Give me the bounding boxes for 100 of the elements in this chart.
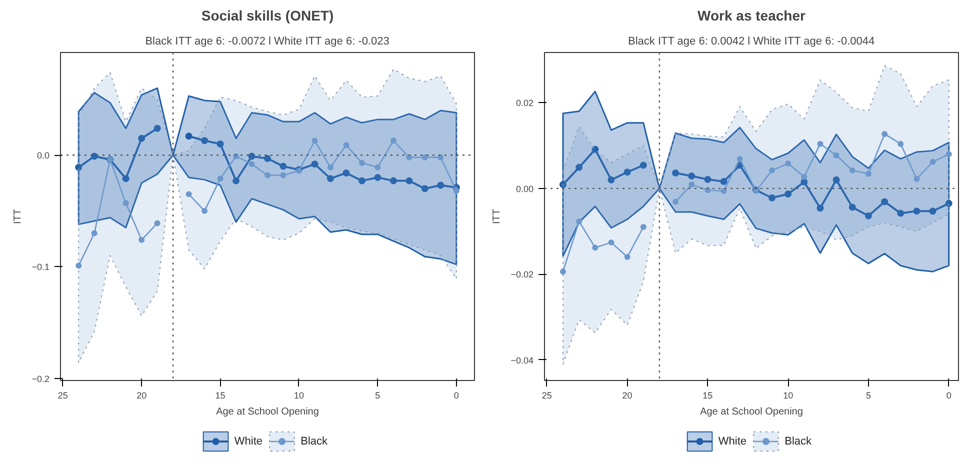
point bbox=[720, 188, 727, 194]
point bbox=[232, 177, 240, 184]
point bbox=[122, 175, 130, 182]
point bbox=[343, 142, 350, 148]
point bbox=[374, 164, 381, 170]
point bbox=[280, 162, 287, 170]
y-axis-title: ITT bbox=[12, 209, 24, 224]
point bbox=[90, 152, 98, 160]
point bbox=[898, 140, 904, 147]
x-tick-label: 20 bbox=[136, 390, 147, 400]
point bbox=[849, 167, 856, 174]
point bbox=[406, 177, 413, 184]
point bbox=[185, 132, 192, 140]
point bbox=[768, 194, 776, 202]
point bbox=[437, 182, 444, 189]
point bbox=[264, 154, 271, 162]
x-tick-label: 5 bbox=[866, 390, 871, 400]
point bbox=[592, 244, 598, 251]
y-tick-label: −0.1 bbox=[32, 262, 50, 272]
point bbox=[154, 124, 161, 132]
chart-title: Work as teacher bbox=[698, 8, 806, 24]
point bbox=[326, 175, 334, 182]
point bbox=[154, 220, 160, 226]
y-tick-label: 0.0 bbox=[36, 150, 50, 161]
point bbox=[75, 164, 82, 171]
point bbox=[592, 146, 599, 153]
x-tick-label: 25 bbox=[58, 390, 68, 400]
point bbox=[312, 138, 318, 144]
point bbox=[374, 174, 382, 181]
point bbox=[800, 178, 808, 186]
point bbox=[559, 181, 566, 188]
x-tick-label: 10 bbox=[783, 390, 794, 400]
y-tick-label: −0.04 bbox=[510, 355, 534, 366]
y-tick-label: −0.2 bbox=[32, 374, 50, 384]
point bbox=[736, 156, 743, 162]
x-axis-title: Age at School Opening bbox=[700, 406, 803, 418]
point bbox=[138, 134, 146, 142]
chart-subtitle: Black ITT age 6: -0.0072 l White ITT age 6: -0.023 bbox=[145, 36, 390, 48]
x-tick-label: 25 bbox=[542, 390, 552, 400]
point bbox=[453, 188, 460, 194]
point bbox=[390, 138, 396, 144]
point bbox=[704, 176, 712, 183]
point bbox=[438, 154, 444, 160]
point bbox=[624, 168, 631, 176]
point bbox=[358, 177, 366, 184]
point bbox=[720, 178, 728, 186]
point bbox=[122, 200, 129, 206]
point bbox=[865, 170, 872, 177]
point bbox=[76, 262, 82, 269]
point bbox=[672, 198, 679, 205]
legend-label: Black bbox=[300, 436, 328, 448]
point bbox=[406, 154, 412, 160]
legend-label: White bbox=[718, 436, 747, 448]
point bbox=[785, 160, 792, 167]
point bbox=[280, 172, 286, 178]
legend-label: Black bbox=[784, 436, 812, 448]
point bbox=[946, 151, 952, 158]
x-axis-title: Age at School Opening bbox=[216, 406, 319, 418]
y-axis-title: ITT bbox=[492, 209, 503, 224]
point bbox=[216, 140, 224, 148]
point bbox=[608, 176, 615, 184]
point bbox=[882, 130, 888, 137]
point bbox=[342, 169, 350, 176]
point bbox=[848, 204, 856, 211]
point bbox=[422, 154, 428, 160]
point bbox=[138, 236, 145, 243]
x-tick-label: 5 bbox=[375, 390, 380, 400]
y-tick-label: −0.02 bbox=[510, 270, 534, 280]
point bbox=[202, 208, 208, 214]
point bbox=[784, 190, 792, 198]
point bbox=[311, 160, 318, 168]
point bbox=[930, 158, 936, 165]
point bbox=[248, 152, 256, 160]
point bbox=[358, 160, 365, 166]
point bbox=[833, 152, 840, 158]
point bbox=[91, 230, 98, 236]
point bbox=[881, 198, 888, 206]
point bbox=[769, 167, 775, 174]
point bbox=[816, 204, 824, 212]
point bbox=[945, 200, 952, 207]
point bbox=[672, 169, 680, 176]
y-tick-label: 0.02 bbox=[516, 98, 534, 108]
point bbox=[832, 176, 840, 184]
x-tick-label: 10 bbox=[294, 390, 304, 400]
y-tick-label: 0.00 bbox=[516, 184, 534, 194]
x-tick-label: 20 bbox=[622, 390, 632, 400]
point bbox=[248, 161, 255, 168]
point bbox=[914, 176, 920, 182]
point bbox=[560, 268, 566, 275]
point bbox=[897, 210, 904, 217]
legend-label: White bbox=[234, 436, 263, 448]
point bbox=[688, 182, 695, 188]
point bbox=[186, 191, 192, 198]
chart-title: Social skills (ONET) bbox=[201, 8, 334, 24]
point bbox=[640, 162, 647, 169]
point bbox=[201, 137, 208, 144]
chart-subtitle: Black ITT age 6: 0.0042 l White ITT age 6: -0.0044 bbox=[628, 36, 875, 48]
point bbox=[576, 218, 582, 224]
point bbox=[640, 224, 646, 230]
x-tick-label: 0 bbox=[454, 390, 459, 400]
